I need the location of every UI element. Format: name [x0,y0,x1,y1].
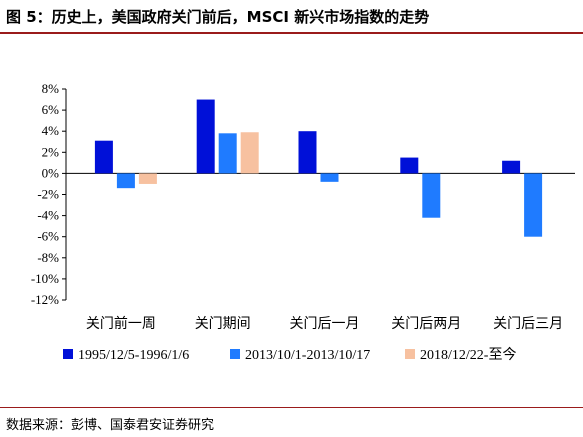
source-note: 数据来源：彭博、国泰君安证券研究 [6,418,215,433]
bar [298,131,317,174]
title-divider [0,32,583,34]
footer-divider [0,407,583,408]
bar [218,133,237,174]
x-tick-label: 关门后一月 [290,316,360,332]
bar [524,173,543,237]
title-bar: 图 5：历史上，美国政府关门前后，MSCI 新兴市场指数的走势 [0,0,583,34]
bar [240,132,259,174]
x-tick-label: 关门期间 [195,316,251,332]
bar [320,173,339,182]
y-tick-label: 4% [42,123,60,138]
x-tick-label: 关门前一周 [86,315,156,332]
y-tick-label: -10% [31,271,59,286]
y-tick-label: 2% [42,144,60,159]
y-tick-label: 6% [42,102,60,117]
legend-swatch [405,349,415,359]
legend-label: 2013/10/1-2013/10/17 [245,348,370,363]
bar [196,99,215,174]
y-tick-label: -6% [37,229,59,244]
bar [502,160,521,174]
y-tick-label: -12% [31,292,59,307]
legend-swatch [230,349,240,359]
bar [138,173,157,184]
bar [422,173,441,218]
x-tick-label: 关门后三月 [493,316,563,332]
bar [116,173,135,189]
bar [94,140,113,174]
legend-swatch [63,349,73,359]
y-tick-label: -8% [37,250,59,265]
y-tick-label: -2% [37,187,59,202]
legend-label: 2018/12/22-至今 [420,347,516,363]
y-tick-label: -4% [37,208,59,223]
chart: 8% 6% 4% 2% 0% -2% -4% -6% -8% -10% -12% 关门前一周 关门期间 关… [31,81,575,363]
y-tick-label: 8% [42,81,60,96]
figure-title: 图 5：历史上，美国政府关门前后，MSCI 新兴市场指数的走势 [6,8,430,26]
x-tick-label: 关门后两月 [391,316,461,332]
bar [400,157,419,174]
legend-label: 1995/12/5-1996/1/6 [78,348,189,363]
y-tick-label: 0% [42,165,60,180]
